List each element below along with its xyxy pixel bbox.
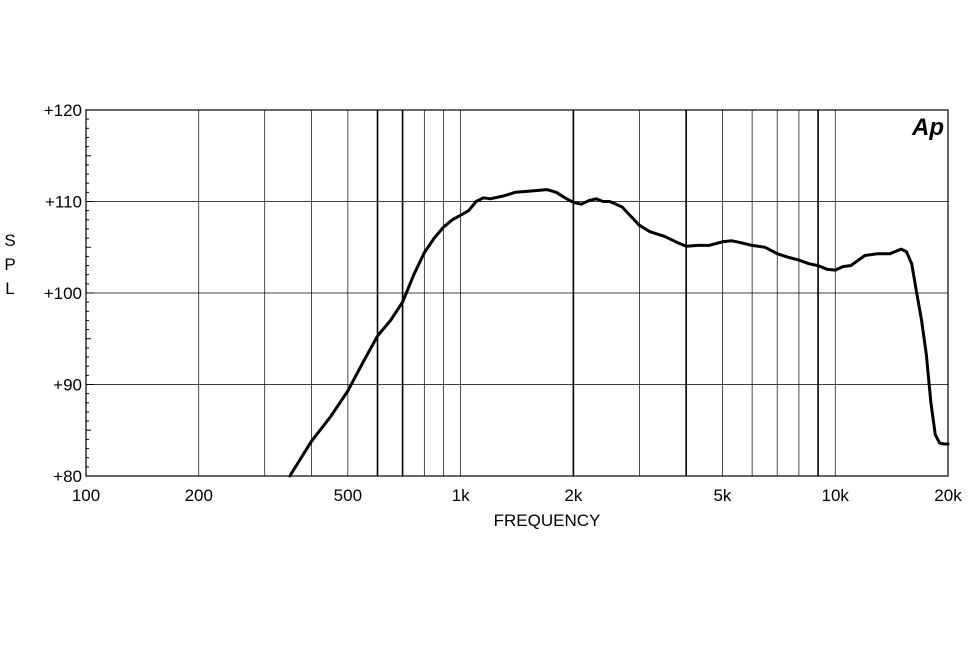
y-axis-title: SPL [4, 231, 15, 298]
x-axis-title: FREQUENCY [494, 511, 601, 530]
y-axis: +80 +90 +100 +110 +120 [44, 101, 94, 486]
x-tick-label: 1k [452, 486, 470, 505]
ap-logo: Ap [911, 114, 944, 141]
x-tick-label: 20k [934, 486, 962, 505]
y-tick-label: +80 [53, 467, 82, 486]
y-tick-label: +90 [53, 376, 82, 395]
x-tick-label: 100 [72, 486, 100, 505]
y-tick-label: +100 [44, 284, 82, 303]
x-tick-label: 500 [334, 486, 362, 505]
series-line [288, 188, 950, 478]
x-tick-label: 5k [713, 486, 731, 505]
y-axis-title-letter: P [4, 255, 15, 274]
x-tick-label: 200 [185, 486, 213, 505]
x-axis: 100 200 500 1k 2k 5k 10k 20k [72, 486, 962, 505]
x-tick-label: 2k [564, 486, 582, 505]
y-axis-title-letter: L [5, 279, 14, 298]
series-layer [288, 188, 950, 478]
y-tick-label: +120 [44, 101, 82, 120]
y-axis-title-letter: S [4, 231, 15, 250]
y-tick-label: +110 [45, 193, 82, 212]
x-tick-label: 10k [822, 486, 850, 505]
grid [86, 110, 948, 476]
